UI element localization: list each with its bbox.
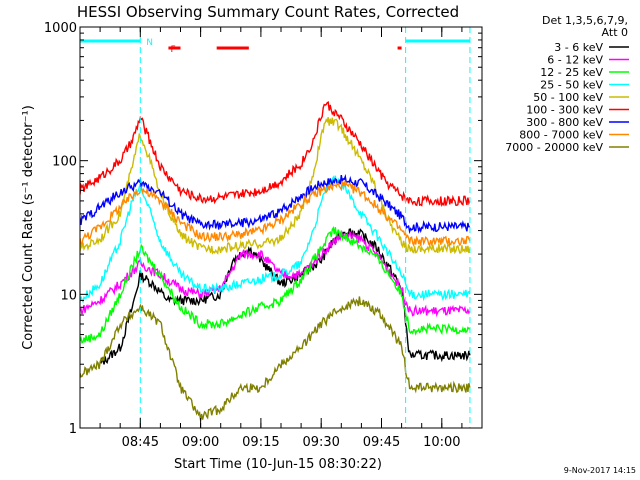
y-tick-label: 1: [69, 422, 77, 437]
legend-label: 50 - 100 keV: [533, 91, 603, 104]
x-axis-label: Start Time (10-Jun-15 08:30:22): [174, 457, 382, 472]
chart-title: HESSI Observing Summary Count Rates, Cor…: [77, 3, 459, 21]
x-tick-label: 10:00: [423, 435, 460, 450]
series-line-6: [80, 101, 471, 207]
series-line-5: [80, 117, 471, 255]
y-tick-label: 1000: [44, 21, 77, 36]
series-line-9: [80, 296, 471, 421]
legend-label: 800 - 7000 keV: [519, 129, 603, 142]
y-tick-label: 100: [52, 155, 77, 170]
x-tick-label: 08:45: [122, 435, 159, 450]
series-line-2: [80, 229, 471, 318]
legend-header-line2: Att 0: [602, 26, 628, 39]
legend-label: 7000 - 20000 keV: [505, 141, 603, 154]
plot-area: N F 1 10 100 1000 08:45 09:00 09:15 09:30 09:45 10:…: [44, 21, 483, 450]
series-line-1: [99, 228, 471, 365]
legend-header-line1: Det 1,3,5,6,7,9,: [542, 14, 628, 27]
series-line-3: [80, 225, 471, 344]
x-tick-label: 09:00: [182, 435, 219, 450]
y-axis-label: Corrected Count Rate (s⁻¹ detector⁻¹): [21, 105, 36, 350]
flag-label-N: N: [146, 38, 153, 48]
y-tick-label: 10: [60, 288, 77, 303]
x-tick-label: 09:45: [363, 435, 400, 450]
x-tick-label: 09:15: [242, 435, 279, 450]
series-group: [80, 101, 471, 421]
legend-label: 100 - 300 keV: [526, 104, 603, 117]
flag-label-F: F: [171, 45, 176, 55]
legend-label: 6 - 12 keV: [547, 54, 603, 67]
series-line-8: [80, 180, 471, 248]
legend-label: 25 - 50 keV: [540, 79, 603, 92]
x-tick-label: 09:30: [302, 435, 339, 450]
series-line-7: [80, 173, 470, 235]
legend-label: 300 - 800 keV: [526, 116, 603, 129]
legend-label: 12 - 25 keV: [540, 66, 603, 79]
legend-label: 3 - 6 keV: [554, 41, 603, 54]
series-line-4: [80, 175, 471, 304]
date-stamp: 9-Nov-2017 14:15: [564, 466, 636, 475]
